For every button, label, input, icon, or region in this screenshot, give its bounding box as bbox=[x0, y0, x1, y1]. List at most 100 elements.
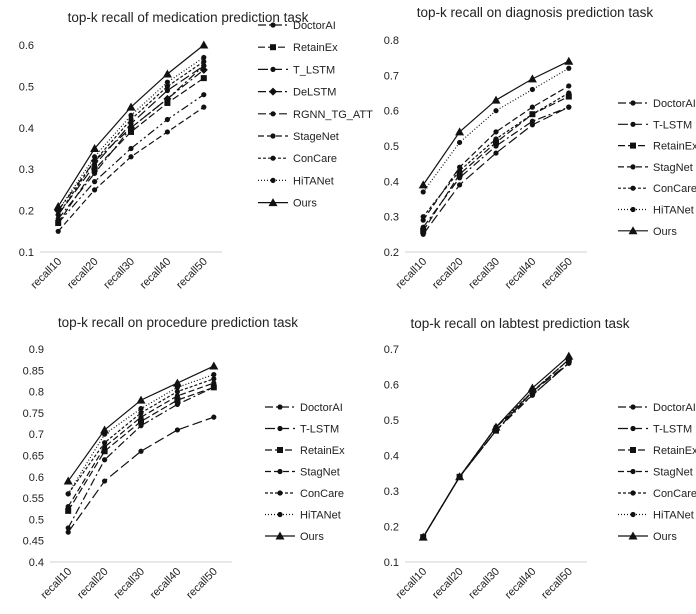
chart-2-legend-label: StagNet bbox=[653, 162, 693, 174]
chart-3-ytick: 0.55 bbox=[23, 493, 44, 505]
chart-1-point bbox=[164, 116, 170, 123]
chart-4-series-line bbox=[422, 359, 570, 538]
chart-1-point bbox=[162, 69, 172, 78]
chart-2-legend-label: RetainEx bbox=[653, 141, 696, 153]
chart-1-point bbox=[92, 187, 98, 193]
chart-4-series-line bbox=[422, 359, 570, 538]
chart-3-point bbox=[102, 457, 108, 463]
chart-3-point bbox=[102, 444, 108, 450]
chart-2-ytick: 0.2 bbox=[384, 247, 399, 259]
chart-3-point bbox=[138, 414, 144, 420]
chart-2-legend-label: HiTANet bbox=[653, 205, 694, 217]
chart-4-legend-marker bbox=[630, 404, 636, 410]
chart-3-point bbox=[138, 418, 144, 425]
chart-4-point bbox=[455, 472, 465, 481]
chart-2-series-line bbox=[422, 106, 570, 228]
chart-2-legend-marker bbox=[630, 121, 636, 127]
chart-3-point bbox=[102, 478, 108, 484]
chart-1-point bbox=[55, 220, 61, 226]
chart-3-ytick: 0.45 bbox=[23, 536, 44, 548]
chart-4-xtick: recall10 bbox=[394, 566, 430, 602]
chart-4-legend-label: RetainEx bbox=[653, 445, 696, 457]
chart-1-point bbox=[164, 129, 170, 135]
chart-2-point bbox=[564, 56, 574, 65]
chart-1-point bbox=[128, 128, 134, 135]
chart-3-ytick: 0.65 bbox=[23, 451, 44, 463]
chart-2-point bbox=[566, 104, 572, 110]
chart-2-ytick: 0.5 bbox=[384, 141, 399, 153]
chart-4-legend-label: ConCare bbox=[653, 488, 696, 500]
chart-2-point bbox=[566, 65, 572, 71]
chart-3-legend-marker bbox=[277, 490, 283, 496]
chart-3-point bbox=[174, 389, 180, 395]
chart-4-ytick: 0.1 bbox=[384, 557, 399, 569]
chart-1-point bbox=[92, 179, 98, 185]
chart-1-point bbox=[128, 112, 134, 118]
chart-1-legend-label: RetainEx bbox=[293, 42, 338, 54]
chart-3-ytick: 0.85 bbox=[23, 365, 44, 377]
chart-3-ytick: 0.9 bbox=[29, 344, 44, 356]
chart-1-point bbox=[91, 166, 98, 173]
chart-3-xtick: recall30 bbox=[111, 566, 147, 602]
chart-3-point bbox=[102, 440, 108, 446]
chart-3-series-line bbox=[67, 382, 214, 507]
chart-2-xtick: recall20 bbox=[430, 256, 466, 292]
chart-2-point bbox=[457, 168, 463, 174]
chart-1-point bbox=[164, 99, 171, 106]
chart-2-point bbox=[566, 90, 572, 96]
chart-1-ytick: 0.6 bbox=[19, 40, 34, 52]
chart-1-ytick: 0.2 bbox=[19, 206, 34, 218]
chart-4-ytick: 0.3 bbox=[384, 486, 399, 498]
chart-4-ytick: 0.4 bbox=[384, 451, 399, 463]
chart-1-point bbox=[200, 75, 207, 82]
chart-1-series-line bbox=[57, 65, 205, 220]
chart-1-legend-label: HiTANet bbox=[293, 175, 334, 187]
chart-2-point bbox=[529, 104, 536, 110]
chart-2-series-line bbox=[422, 67, 570, 193]
chart-4-ytick: 0.2 bbox=[384, 522, 399, 534]
chart-2-legend-label: DoctorAI bbox=[653, 98, 696, 110]
chart-3-legend-label: ConCare bbox=[300, 488, 344, 500]
chart-1-ytick: 0.4 bbox=[19, 123, 34, 135]
chart-2-point bbox=[457, 182, 463, 188]
chart-1-legend-marker bbox=[270, 177, 276, 183]
chart-2-point bbox=[493, 108, 499, 114]
chart-2-point bbox=[527, 74, 537, 83]
chart-1-legend-marker bbox=[270, 22, 276, 28]
chart-3-ytick: 0.5 bbox=[29, 514, 44, 526]
chart-2-legend-label: ConCare bbox=[653, 183, 696, 195]
chart-1-legend-label: DeLSTM bbox=[293, 87, 336, 99]
chart-4-ytick: 0.6 bbox=[384, 380, 399, 392]
chart-3-legend-label: DoctorAI bbox=[300, 402, 343, 414]
chart-2-point bbox=[456, 171, 463, 178]
chart-4-series-line bbox=[422, 355, 570, 538]
chart-1-xtick: recall30 bbox=[101, 256, 137, 292]
chart-1-point bbox=[127, 123, 135, 132]
chart-3-point bbox=[174, 427, 180, 433]
chart-1-point bbox=[128, 145, 134, 152]
chart-2-point bbox=[418, 180, 428, 189]
chart-3-point bbox=[211, 414, 217, 420]
chart-1-legend-marker bbox=[270, 66, 276, 72]
chart-1-point bbox=[163, 94, 172, 103]
chart-1-point bbox=[53, 201, 63, 210]
chart-2-legend-marker bbox=[630, 100, 636, 106]
chart-2-xtick: recall10 bbox=[394, 256, 430, 292]
chart-3-point bbox=[209, 361, 219, 370]
chart-2-title: top-k recall on diagnosis prediction tas… bbox=[417, 5, 654, 20]
chart-3-title: top-k recall on procedure prediction tas… bbox=[58, 315, 298, 330]
chart-2-ytick: 0.3 bbox=[384, 212, 399, 224]
chart-4-ytick: 0.5 bbox=[384, 415, 399, 427]
chart-3-point bbox=[65, 491, 71, 497]
chart-3-legend-label: RetainEx bbox=[300, 445, 345, 457]
chart-3-point bbox=[174, 397, 181, 404]
chart-3-legend-marker bbox=[275, 531, 285, 540]
chart-1-legend-label: StageNet bbox=[293, 131, 339, 143]
chart-2-point bbox=[455, 127, 465, 136]
chart-3-point bbox=[138, 448, 144, 454]
chart-1-point bbox=[55, 228, 61, 234]
chart-4-ytick: 0.7 bbox=[384, 344, 399, 356]
chart-2-series-line bbox=[422, 60, 570, 186]
chart-3-point bbox=[138, 406, 144, 412]
